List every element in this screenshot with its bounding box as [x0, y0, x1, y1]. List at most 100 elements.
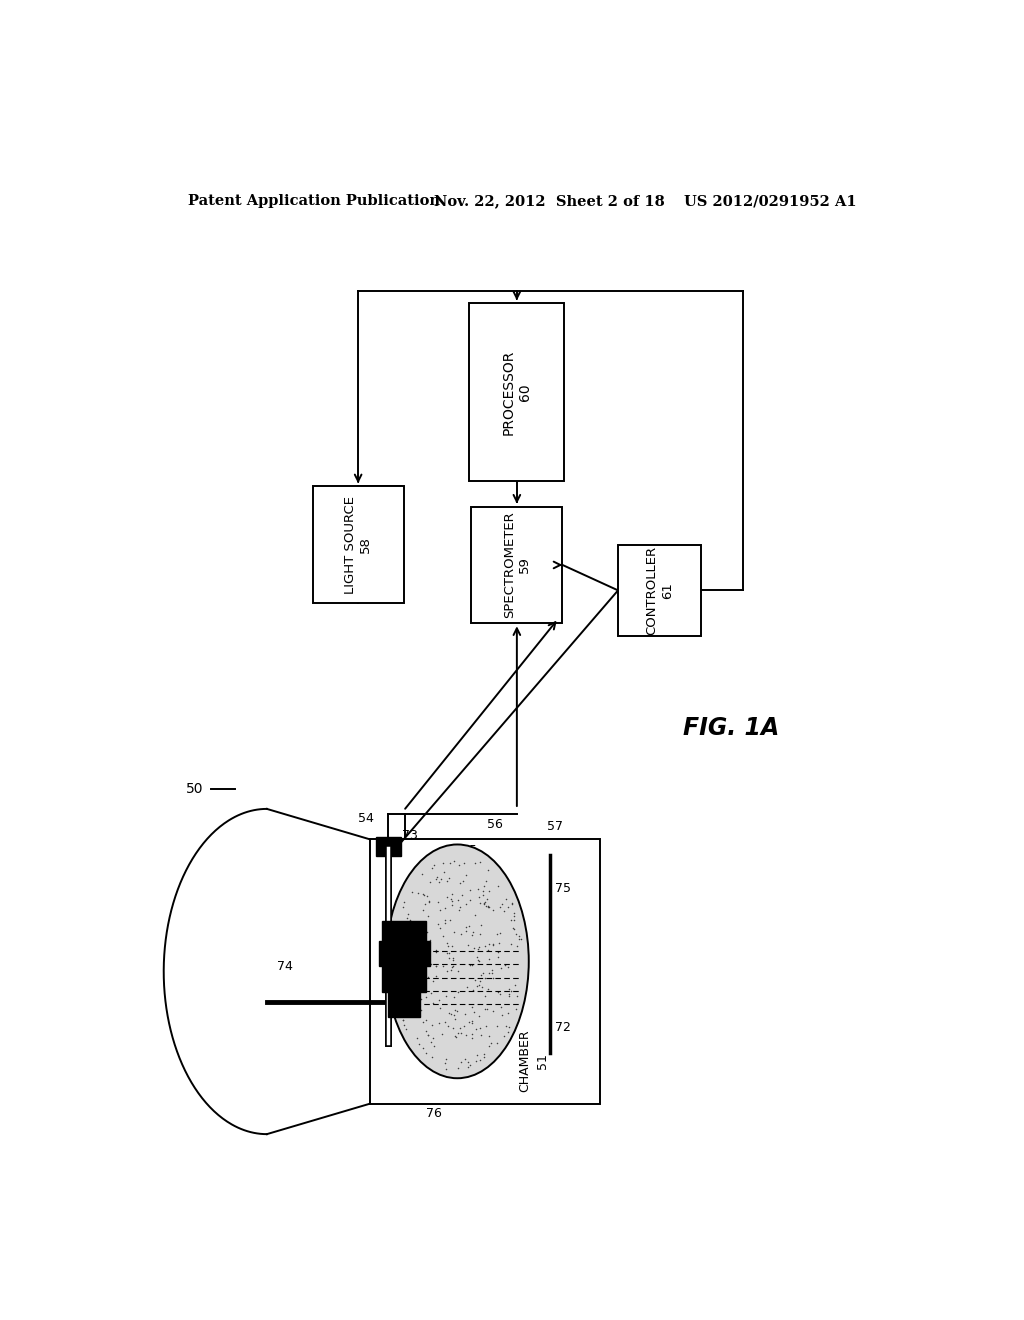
Point [428, 941, 444, 962]
Point [423, 982, 439, 1003]
Point [396, 1014, 413, 1035]
Point [459, 977, 475, 998]
Point [456, 870, 472, 891]
Text: CONTROLLER
61: CONTROLLER 61 [646, 545, 674, 635]
Point [464, 954, 480, 975]
Point [480, 940, 497, 961]
Point [400, 903, 417, 924]
Point [470, 878, 486, 899]
Point [450, 981, 466, 1002]
Point [390, 966, 407, 987]
Point [415, 899, 431, 920]
Point [475, 894, 492, 915]
Point [387, 978, 403, 999]
Point [505, 917, 521, 939]
Point [425, 1027, 441, 1048]
Point [393, 975, 410, 997]
Point [434, 925, 451, 946]
Point [471, 937, 487, 958]
Point [403, 882, 420, 903]
Point [427, 965, 443, 986]
Point [472, 851, 488, 873]
Point [390, 927, 407, 948]
Point [477, 891, 494, 912]
Bar [469, 304, 564, 480]
Point [446, 987, 463, 1008]
Point [418, 986, 434, 1007]
Point [438, 985, 455, 1006]
Point [424, 1047, 440, 1068]
Point [513, 928, 529, 949]
Point [418, 1020, 434, 1041]
Point [458, 892, 474, 913]
Point [404, 928, 421, 949]
Point [474, 977, 490, 998]
Point [415, 883, 431, 904]
Point [506, 906, 522, 927]
Point [415, 1011, 431, 1032]
Point [492, 983, 508, 1005]
Text: 54: 54 [358, 812, 374, 825]
Point [415, 945, 431, 966]
Point [390, 965, 407, 986]
Point [458, 1049, 474, 1071]
Point [400, 952, 417, 973]
Point [484, 933, 501, 954]
Point [490, 941, 507, 962]
Text: 55: 55 [461, 843, 477, 857]
Point [450, 1001, 466, 1022]
Point [444, 948, 461, 969]
Point [395, 896, 412, 917]
Point [509, 936, 525, 957]
Point [398, 907, 415, 928]
Point [478, 895, 495, 916]
Point [458, 1024, 474, 1045]
Point [446, 999, 463, 1020]
Point [439, 887, 456, 908]
Point [440, 867, 457, 888]
Point [480, 880, 497, 902]
Point [438, 1057, 455, 1078]
Point [489, 1015, 506, 1036]
Point [447, 1026, 464, 1047]
Point [441, 909, 458, 931]
Point [495, 1005, 511, 1026]
Point [471, 950, 487, 972]
Bar [388, 987, 420, 1018]
Point [511, 925, 527, 946]
Point [430, 913, 446, 935]
Point [503, 981, 519, 1002]
Point [445, 949, 462, 970]
Point [421, 890, 437, 911]
Text: PROCESSOR
60: PROCESSOR 60 [502, 350, 531, 434]
Point [443, 957, 460, 978]
Point [469, 975, 485, 997]
Point [425, 970, 441, 991]
Point [504, 894, 520, 915]
Point [442, 960, 459, 981]
Point [470, 949, 486, 970]
Bar [370, 840, 600, 1104]
Point [394, 1010, 411, 1031]
Point [439, 960, 456, 981]
Point [428, 956, 444, 977]
Bar [471, 507, 562, 623]
Point [445, 1005, 462, 1026]
Point [451, 1023, 467, 1044]
Point [409, 1027, 425, 1048]
Point [472, 915, 488, 936]
Point [464, 924, 480, 945]
Text: Nov. 22, 2012  Sheet 2 of 18: Nov. 22, 2012 Sheet 2 of 18 [433, 194, 665, 209]
Point [500, 957, 516, 978]
Point [439, 870, 456, 891]
Point [496, 1026, 512, 1047]
Point [501, 1016, 517, 1038]
Bar [382, 921, 426, 941]
Bar [376, 837, 401, 855]
Point [420, 966, 436, 987]
Point [419, 886, 435, 907]
Point [408, 939, 424, 960]
Point [442, 888, 459, 909]
Point [446, 1026, 463, 1047]
Point [466, 1002, 482, 1023]
